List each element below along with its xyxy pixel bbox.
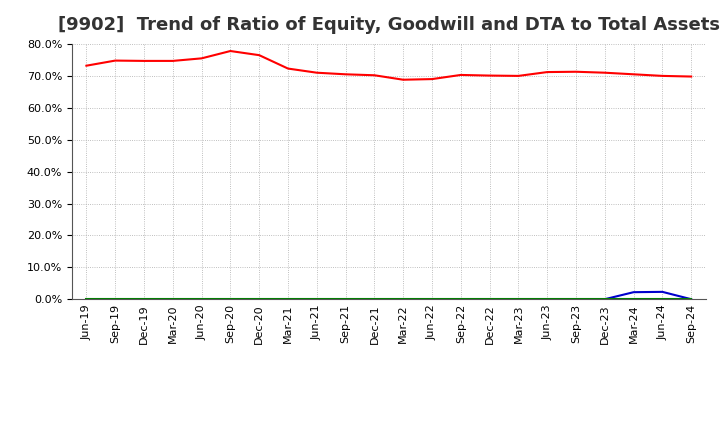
Equity xyxy=(658,73,667,78)
Deferred Tax Assets xyxy=(629,297,638,302)
Deferred Tax Assets xyxy=(111,297,120,302)
Line: Equity: Equity xyxy=(86,51,691,80)
Deferred Tax Assets xyxy=(485,297,494,302)
Goodwill xyxy=(284,297,292,302)
Deferred Tax Assets xyxy=(456,297,465,302)
Equity xyxy=(341,72,350,77)
Equity xyxy=(687,74,696,79)
Deferred Tax Assets xyxy=(197,297,206,302)
Equity xyxy=(111,58,120,63)
Deferred Tax Assets xyxy=(255,297,264,302)
Equity xyxy=(543,70,552,75)
Goodwill xyxy=(600,297,609,302)
Equity xyxy=(456,72,465,77)
Goodwill xyxy=(140,297,148,302)
Goodwill xyxy=(82,297,91,302)
Equity xyxy=(514,73,523,78)
Goodwill xyxy=(629,290,638,295)
Goodwill xyxy=(485,297,494,302)
Equity xyxy=(399,77,408,82)
Goodwill xyxy=(255,297,264,302)
Deferred Tax Assets xyxy=(658,297,667,302)
Equity xyxy=(370,73,379,78)
Equity xyxy=(572,69,580,74)
Goodwill xyxy=(226,297,235,302)
Goodwill xyxy=(456,297,465,302)
Goodwill xyxy=(168,297,177,302)
Line: Goodwill: Goodwill xyxy=(86,292,691,299)
Deferred Tax Assets xyxy=(284,297,292,302)
Equity xyxy=(485,73,494,78)
Deferred Tax Assets xyxy=(543,297,552,302)
Goodwill xyxy=(312,297,321,302)
Deferred Tax Assets xyxy=(82,297,91,302)
Equity xyxy=(312,70,321,75)
Goodwill xyxy=(687,297,696,302)
Equity xyxy=(600,70,609,75)
Goodwill xyxy=(399,297,408,302)
Equity xyxy=(226,48,235,54)
Goodwill xyxy=(428,297,436,302)
Goodwill xyxy=(514,297,523,302)
Equity xyxy=(428,77,436,82)
Deferred Tax Assets xyxy=(140,297,148,302)
Goodwill xyxy=(370,297,379,302)
Deferred Tax Assets xyxy=(370,297,379,302)
Deferred Tax Assets xyxy=(312,297,321,302)
Deferred Tax Assets xyxy=(572,297,580,302)
Goodwill xyxy=(111,297,120,302)
Deferred Tax Assets xyxy=(226,297,235,302)
Deferred Tax Assets xyxy=(514,297,523,302)
Deferred Tax Assets xyxy=(341,297,350,302)
Deferred Tax Assets xyxy=(600,297,609,302)
Deferred Tax Assets xyxy=(399,297,408,302)
Goodwill xyxy=(341,297,350,302)
Equity xyxy=(629,72,638,77)
Equity xyxy=(255,52,264,58)
Goodwill xyxy=(658,289,667,294)
Equity xyxy=(140,58,148,63)
Deferred Tax Assets xyxy=(687,297,696,302)
Equity xyxy=(197,56,206,61)
Title: [9902]  Trend of Ratio of Equity, Goodwill and DTA to Total Assets: [9902] Trend of Ratio of Equity, Goodwil… xyxy=(58,16,720,34)
Goodwill xyxy=(572,297,580,302)
Legend: Equity, Goodwill, Deferred Tax Assets: Equity, Goodwill, Deferred Tax Assets xyxy=(199,439,579,440)
Goodwill xyxy=(197,297,206,302)
Equity xyxy=(168,58,177,63)
Equity xyxy=(82,63,91,68)
Equity xyxy=(284,66,292,71)
Deferred Tax Assets xyxy=(428,297,436,302)
Goodwill xyxy=(543,297,552,302)
Deferred Tax Assets xyxy=(168,297,177,302)
